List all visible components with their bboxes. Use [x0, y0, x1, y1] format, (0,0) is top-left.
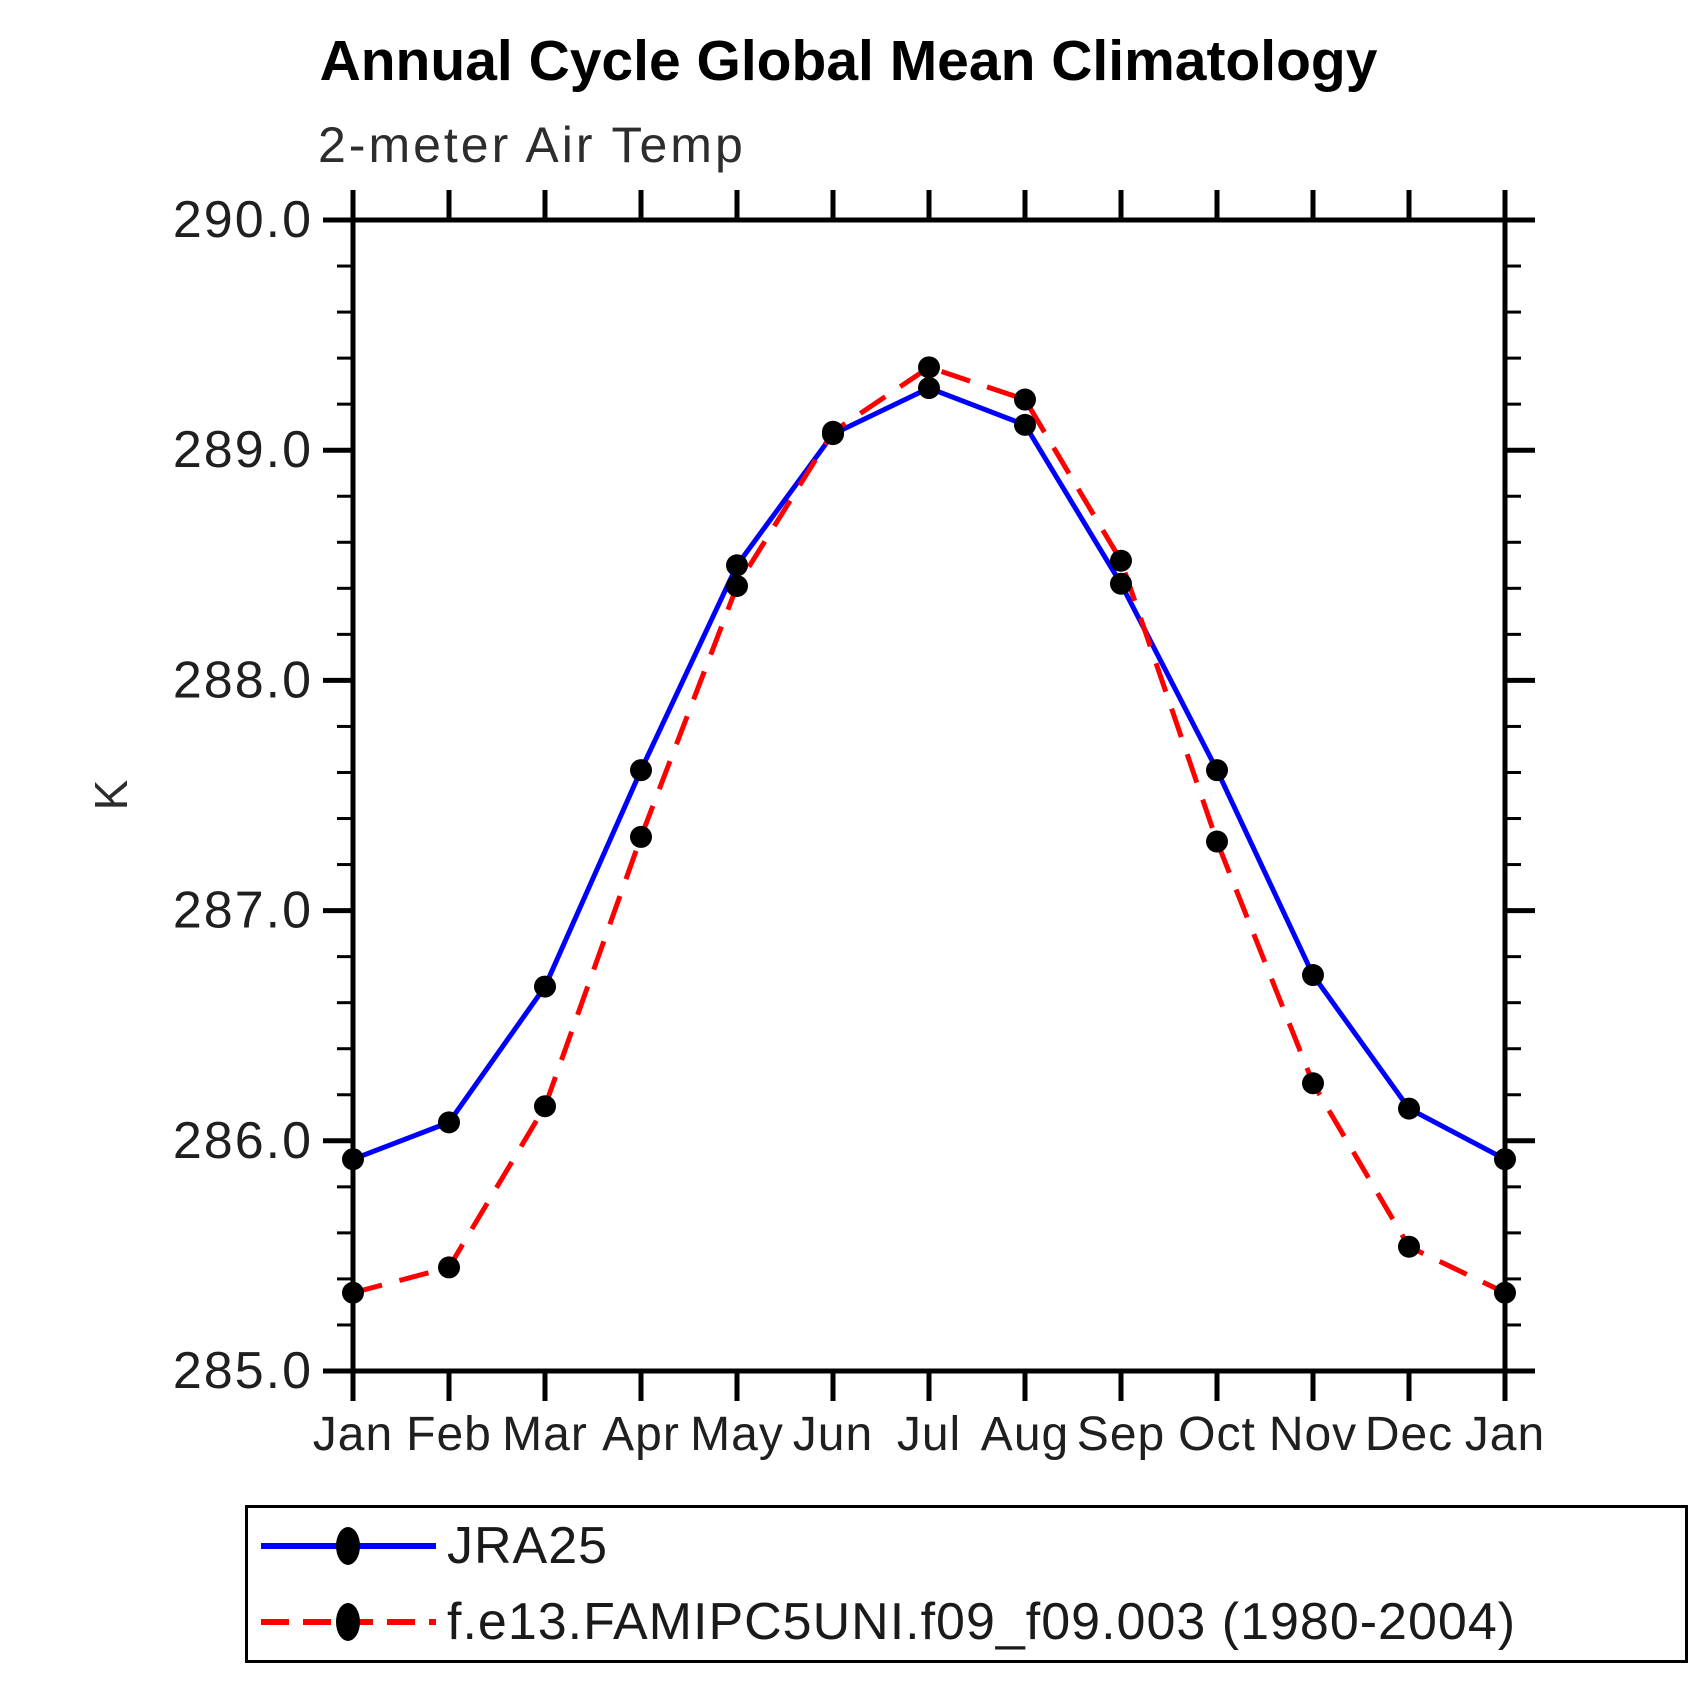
data-point-marker	[726, 575, 748, 598]
chart-title: Annual Cycle Global Mean Climatology	[319, 29, 1378, 93]
x-tick-label: May	[690, 1408, 784, 1461]
y-tick-label: 285.0	[173, 1342, 313, 1400]
data-point-marker	[918, 377, 940, 400]
chart-subtitle: 2-meter Air Temp	[318, 117, 746, 173]
x-tick-label: Aug	[981, 1408, 1069, 1461]
x-tick-label: Jan	[1465, 1408, 1545, 1461]
data-point-marker	[630, 825, 652, 848]
data-point-marker	[438, 1256, 460, 1279]
data-point-marker	[342, 1281, 364, 1304]
data-point-marker	[438, 1111, 460, 1134]
y-tick-label: 286.0	[173, 1112, 313, 1170]
x-tick-label: Nov	[1269, 1408, 1357, 1461]
x-tick-label: Apr	[602, 1408, 680, 1461]
data-point-marker	[1494, 1148, 1516, 1171]
data-point-marker	[630, 759, 652, 782]
y-tick-label: 287.0	[173, 882, 313, 940]
x-tick-label: Jul	[897, 1408, 961, 1461]
data-point-marker	[1302, 1072, 1324, 1095]
data-point-marker	[1110, 572, 1132, 595]
y-tick-label: 289.0	[173, 421, 313, 479]
data-point-marker	[1014, 388, 1036, 411]
x-tick-label: Oct	[1178, 1408, 1256, 1461]
data-point-marker	[342, 1148, 364, 1171]
data-point-marker	[1398, 1235, 1420, 1258]
data-point-marker	[918, 356, 940, 379]
x-tick-label: Feb	[406, 1408, 492, 1461]
data-point-marker	[1110, 549, 1132, 572]
legend-label-jra25: JRA25	[447, 1517, 609, 1575]
legend-item-model: f.e13.FAMIPC5UNI.f09_f09.003 (1980-2004)	[248, 1590, 1685, 1654]
legend-swatch-dashed-line-icon	[261, 1603, 436, 1641]
data-point-marker	[1494, 1281, 1516, 1304]
legend-swatch-solid-line-icon	[261, 1527, 436, 1565]
legend-label-model: f.e13.FAMIPC5UNI.f09_f09.003 (1980-2004)	[447, 1593, 1517, 1651]
legend: JRA25 f.e13.FAMIPC5UNI.f09_f09.003 (1980…	[245, 1505, 1688, 1663]
y-tick-label: 290.0	[173, 191, 313, 249]
x-tick-label: Jun	[793, 1408, 873, 1461]
x-tick-label: Dec	[1365, 1408, 1453, 1461]
data-point-marker	[534, 1095, 556, 1118]
x-tick-label: Jan	[313, 1408, 393, 1461]
data-point-marker	[534, 975, 556, 998]
data-point-marker	[822, 420, 844, 443]
legend-marker-dot-icon	[336, 1603, 360, 1641]
x-tick-label: Mar	[502, 1408, 588, 1461]
series-line-1	[352, 364, 1507, 1296]
series-line-0	[352, 385, 1507, 1162]
data-point-marker	[1206, 830, 1228, 853]
legend-marker-dot-icon	[336, 1527, 360, 1565]
data-point-marker	[1302, 964, 1324, 987]
legend-item-jra25: JRA25	[248, 1514, 1685, 1578]
x-tick-label: Sep	[1077, 1408, 1165, 1461]
data-point-marker	[726, 554, 748, 577]
data-point-marker	[1206, 759, 1228, 782]
data-point-marker	[1398, 1097, 1420, 1120]
data-point-marker	[1014, 413, 1036, 436]
y-tick-label: 288.0	[173, 651, 313, 709]
